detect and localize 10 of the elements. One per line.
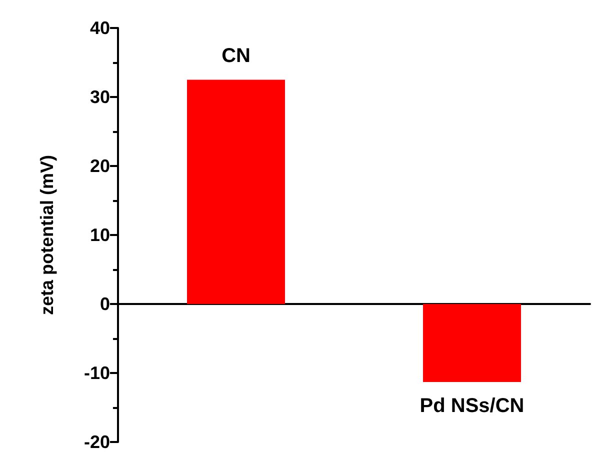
y-tick-label: -10 (84, 363, 110, 383)
y-tick-label: 10 (90, 225, 110, 245)
x-tick-label: CN (222, 44, 250, 67)
y-tick-label: 20 (90, 156, 110, 176)
y-tick-label: 30 (90, 87, 110, 107)
y-axis-title: zeta potential (mV) (37, 154, 57, 316)
y-tick-label: 40 (90, 18, 110, 38)
y-tick-label: 0 (100, 294, 110, 314)
x-tick-label: Pd NSs/CN (420, 394, 524, 417)
y-tick-label: -20 (84, 432, 110, 452)
